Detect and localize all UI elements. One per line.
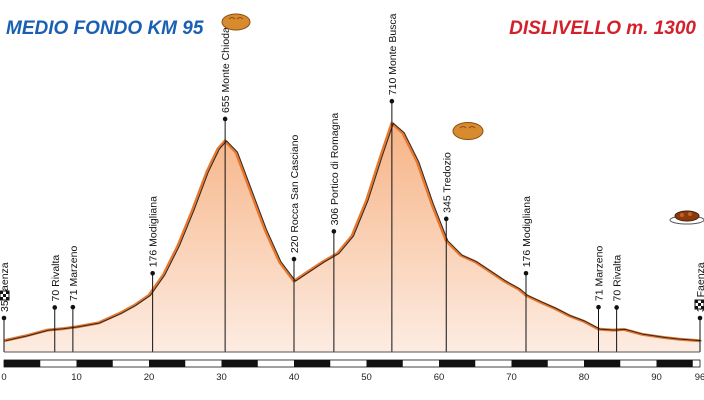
waypoint-label: 71 Marzeno <box>68 246 80 302</box>
distance-bar <box>3 351 701 368</box>
waypoint-dot <box>70 304 76 310</box>
waypoint-label: 35 Faenza <box>0 262 11 312</box>
waypoint-4: 655 Monte Chioda <box>220 27 232 352</box>
x-tick-label: 0 <box>1 372 6 383</box>
distance-bar-segment <box>511 360 548 367</box>
distance-bar-segment <box>656 360 693 367</box>
refreshment-plate-icon <box>669 210 704 225</box>
waypoint-11: 70 Rivalta <box>612 255 624 352</box>
waypoint-dot <box>697 315 703 321</box>
waypoint-0: 35 Faenza <box>0 262 11 352</box>
waypoint-9: 176 Modigliana <box>521 196 533 352</box>
distance-bar-segment <box>4 360 41 367</box>
waypoint-dot <box>331 229 337 234</box>
profile-layer <box>3 121 702 352</box>
x-tick-label: 80 <box>579 372 590 383</box>
distance-bar-segment <box>366 360 403 367</box>
profile-outline <box>3 121 701 343</box>
waypoint-label: 220 Rocca San Casciano <box>289 134 301 253</box>
x-axis-ticks: 0 10 20 30 40 50 60 70 80 90 96 <box>1 372 704 383</box>
waypoint-label: 655 Monte Chioda <box>220 27 232 113</box>
distance-bar-segment <box>76 360 113 367</box>
waypoint-dot <box>443 216 449 222</box>
waypoint-label: 710 Monte Busca <box>387 13 399 95</box>
waypoint-dot <box>222 116 228 122</box>
waypoint-dot <box>389 98 395 104</box>
waypoint-1: 70 Rivalta <box>50 255 62 352</box>
start-flag-icon <box>0 290 10 301</box>
waypoint-label: 35 Faenza <box>695 262 704 312</box>
waypoint-dot <box>614 305 619 310</box>
profile-shadow-line <box>5 122 702 342</box>
waypoint-7: 710 Monte Busca <box>387 13 399 352</box>
x-tick-label: 40 <box>289 372 300 383</box>
x-tick-label: 30 <box>216 372 227 383</box>
waypoint-6: 306 Portico di Romagna <box>329 113 341 352</box>
waypoint-label: 70 Rivalta <box>50 255 62 302</box>
refreshment-bread-icon <box>452 122 484 140</box>
distance-bar-segment <box>439 360 476 367</box>
waypoint-label: 176 Modigliana <box>521 196 533 267</box>
x-tick-label: 90 <box>651 372 662 383</box>
waypoint-dot <box>596 304 601 310</box>
waypoint-label: 345 Tredozio <box>441 152 453 213</box>
waypoint-12: 35 Faenza <box>695 262 704 352</box>
x-tick-label: 10 <box>71 372 82 383</box>
distance-bar-segment <box>294 360 331 367</box>
x-tick-label: 60 <box>434 372 445 383</box>
waypoint-dot <box>150 270 155 276</box>
route-title: MEDIO FONDO KM 95 <box>6 18 204 39</box>
waypoint-dot <box>523 270 529 276</box>
waypoint-label: 70 Rivalta <box>612 255 624 302</box>
waypoint-dot <box>291 256 297 262</box>
waypoint-3: 176 Modigliana <box>148 196 160 352</box>
waypoint-5: 220 Rocca San Casciano <box>289 134 301 352</box>
refreshment-bread-icon <box>221 13 251 31</box>
waypoint-dot <box>52 305 58 310</box>
waypoint-10: 71 Marzeno <box>594 246 606 352</box>
waypoint-2: 71 Marzeno <box>68 246 80 352</box>
x-tick-label: 50 <box>361 372 372 383</box>
distance-bar-segment <box>149 360 186 367</box>
waypoint-dot <box>1 315 7 321</box>
distance-bar-segment <box>221 360 258 367</box>
x-tick-label: 20 <box>144 372 155 383</box>
x-tick-label: 96 <box>695 372 704 383</box>
distance-bar-segment <box>584 360 621 367</box>
elevation-gain-title: DISLIVELLO m. 1300 <box>509 18 696 39</box>
waypoint-label: 71 Marzeno <box>594 246 606 302</box>
waypoint-label: 306 Portico di Romagna <box>329 113 341 226</box>
waypoint-label: 176 Modigliana <box>148 196 160 267</box>
waypoint-8: 345 Tredozio <box>441 152 453 352</box>
waypoints-layer: 35 Faenza 70 Rivalta 71 Marzeno 176 Modigli… <box>0 13 704 352</box>
x-tick-label: 70 <box>506 372 517 383</box>
finish-flag-icon <box>694 299 704 310</box>
